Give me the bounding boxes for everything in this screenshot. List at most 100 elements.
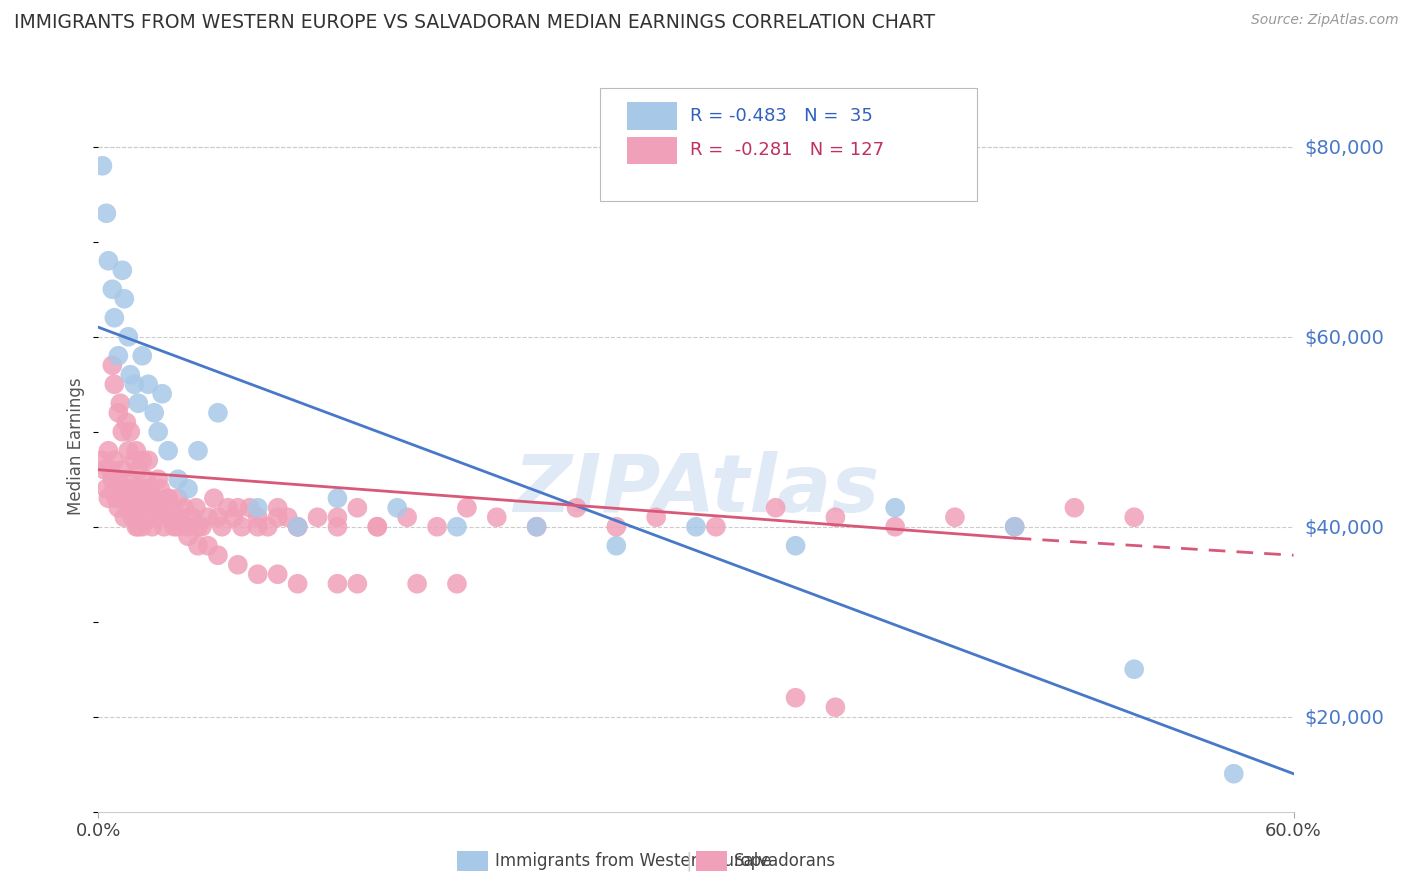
Point xyxy=(103,453,125,467)
Point xyxy=(187,520,209,534)
Point xyxy=(256,520,278,534)
Point xyxy=(366,520,388,534)
Point xyxy=(426,520,449,534)
Point xyxy=(246,510,269,524)
Point xyxy=(207,548,229,562)
Point xyxy=(1222,766,1246,780)
Point xyxy=(107,472,129,486)
Point xyxy=(197,539,219,553)
Point xyxy=(131,520,153,534)
Point xyxy=(267,510,290,524)
Point xyxy=(187,539,209,553)
Point xyxy=(136,500,159,515)
Point xyxy=(139,482,162,496)
Point xyxy=(150,500,173,515)
Point xyxy=(1004,520,1026,534)
Point xyxy=(943,510,966,524)
Point xyxy=(211,520,233,534)
Point xyxy=(526,520,548,534)
Point xyxy=(120,491,142,506)
Point xyxy=(135,491,157,506)
Point xyxy=(326,510,349,524)
Point xyxy=(824,700,846,714)
Point xyxy=(131,500,153,515)
Point xyxy=(148,472,170,486)
Text: R = -0.483   N =  35: R = -0.483 N = 35 xyxy=(690,107,873,125)
Point xyxy=(645,510,668,524)
Point xyxy=(136,377,159,392)
Point xyxy=(127,463,149,477)
Point xyxy=(103,482,125,496)
Point xyxy=(145,500,167,515)
Point xyxy=(111,463,134,477)
Point xyxy=(207,510,229,524)
Point xyxy=(267,567,290,582)
Point xyxy=(385,500,409,515)
Point xyxy=(157,443,180,458)
Point xyxy=(1123,662,1146,676)
Point xyxy=(131,349,153,363)
Point xyxy=(143,491,166,506)
Point xyxy=(396,510,419,524)
Point xyxy=(167,520,190,534)
Text: Salvadorans: Salvadorans xyxy=(734,852,837,870)
Point xyxy=(1063,500,1085,515)
Point xyxy=(117,330,139,344)
Point xyxy=(150,500,173,515)
Point xyxy=(143,491,166,506)
Point xyxy=(120,368,142,382)
Point xyxy=(685,520,707,534)
Point xyxy=(111,263,134,277)
Point xyxy=(148,510,170,524)
Point xyxy=(884,520,907,534)
Point xyxy=(125,520,148,534)
Point xyxy=(91,159,114,173)
Point xyxy=(287,576,309,591)
Point xyxy=(217,500,239,515)
Point xyxy=(326,520,349,534)
Point xyxy=(121,510,143,524)
FancyBboxPatch shape xyxy=(600,87,977,201)
Point xyxy=(287,520,309,534)
Point xyxy=(173,500,195,515)
Point xyxy=(181,510,204,524)
Point xyxy=(157,491,180,506)
Text: ZIPAtlas: ZIPAtlas xyxy=(513,450,879,529)
Point xyxy=(226,500,249,515)
Point xyxy=(277,510,299,524)
Point xyxy=(346,500,368,515)
Point xyxy=(231,520,253,534)
Point xyxy=(97,253,120,268)
Text: |: | xyxy=(686,851,692,871)
Point xyxy=(207,406,229,420)
Point xyxy=(117,443,139,458)
Point xyxy=(112,491,135,506)
Point xyxy=(326,576,349,591)
Point xyxy=(107,406,129,420)
Point xyxy=(117,500,139,515)
Point xyxy=(125,443,148,458)
Point xyxy=(177,482,200,496)
Text: IMMIGRANTS FROM WESTERN EUROPE VS SALVADORAN MEDIAN EARNINGS CORRELATION CHART: IMMIGRANTS FROM WESTERN EUROPE VS SALVAD… xyxy=(14,13,935,32)
Point xyxy=(406,576,429,591)
Point xyxy=(246,520,269,534)
Point xyxy=(446,576,468,591)
Point xyxy=(100,463,122,477)
Point xyxy=(117,472,139,486)
Point xyxy=(366,520,388,534)
Point xyxy=(169,510,191,524)
Point xyxy=(103,377,125,392)
Point xyxy=(159,510,181,524)
Point xyxy=(326,491,349,506)
Point xyxy=(605,539,627,553)
Point xyxy=(167,491,190,506)
Point xyxy=(197,510,219,524)
Point xyxy=(112,510,135,524)
Point xyxy=(287,520,309,534)
Point xyxy=(101,358,124,372)
Point xyxy=(97,443,120,458)
Point xyxy=(127,482,149,496)
Point xyxy=(93,463,115,477)
Point xyxy=(267,500,290,515)
Point xyxy=(101,282,124,296)
